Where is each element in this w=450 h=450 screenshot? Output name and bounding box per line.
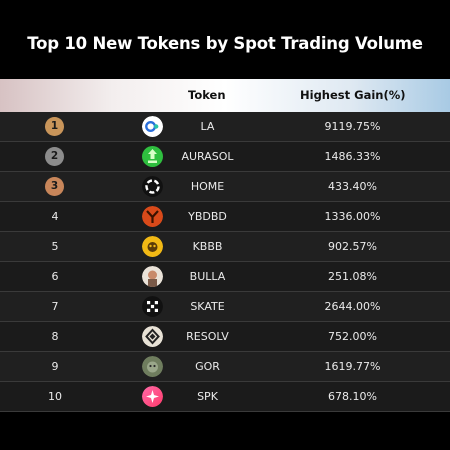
token-name: RESOLV: [186, 330, 229, 343]
header-highest-gain: Highest Gain(%): [300, 88, 406, 102]
table-row: 8 RESOLV 752.00%: [0, 322, 450, 352]
spk-token-icon: [142, 386, 163, 407]
highest-gain-value: 1486.33%: [324, 150, 381, 163]
header-token: Token: [188, 88, 226, 102]
table-row: 10 SPK 678.10%: [0, 382, 450, 412]
token-name: GOR: [195, 360, 220, 373]
table-row: 1 LA 9119.75%: [0, 112, 450, 142]
home-token-icon: [142, 176, 163, 197]
token-name: HOME: [190, 180, 225, 193]
rank-number: 8: [51, 330, 59, 343]
la-token-icon: [142, 116, 163, 137]
highest-gain-value: 902.57%: [328, 240, 377, 253]
token-name: BULLA: [189, 270, 226, 283]
token-name: LA: [200, 120, 215, 133]
table-row: 9 GOR 1619.77%: [0, 352, 450, 382]
highest-gain-value: 1336.00%: [324, 210, 381, 223]
table-row: 3 HOME 433.40%: [0, 172, 450, 202]
rank-number: 10: [48, 390, 62, 403]
bronze-medal-icon: 3: [45, 177, 64, 196]
rank-number: 5: [51, 240, 59, 253]
highest-gain-value: 752.00%: [328, 330, 377, 343]
rank-number: 4: [51, 210, 59, 223]
token-name: YBDBD: [188, 210, 227, 223]
resolv-token-icon: [142, 326, 163, 347]
kbbb-token-icon: [142, 236, 163, 257]
silver-medal-icon: 2: [45, 147, 64, 166]
highest-gain-value: 9119.75%: [324, 120, 381, 133]
gold-medal-icon: 1: [45, 117, 64, 136]
token-name: KBBB: [192, 240, 223, 253]
page-title: Top 10 New Tokens by Spot Trading Volume: [27, 34, 423, 53]
token-name: SKATE: [190, 300, 225, 313]
ybdbd-token-icon: [142, 206, 163, 227]
rank-number: 6: [51, 270, 59, 283]
aurasol-token-icon: [142, 146, 163, 167]
skate-token-icon: [142, 296, 163, 317]
rank-number: 9: [51, 360, 59, 373]
highest-gain-value: 433.40%: [328, 180, 377, 193]
highest-gain-value: 1619.77%: [324, 360, 381, 373]
table-row: 2 AURASOL 1486.33%: [0, 142, 450, 172]
table-row: 5 KBBB 902.57%: [0, 232, 450, 262]
token-name: AURASOL: [181, 150, 234, 163]
table-header: Token Highest Gain(%): [0, 79, 450, 112]
ranking-table: Token Highest Gain(%) 1 LA 9119.75% 2: [0, 79, 450, 412]
table-row: 6 BULLA 251.08%: [0, 262, 450, 292]
highest-gain-value: 251.08%: [328, 270, 377, 283]
highest-gain-value: 2644.00%: [324, 300, 381, 313]
table-row: 7 SKATE 2644.00%: [0, 292, 450, 322]
table-row: 4 YBDBD 1336.00%: [0, 202, 450, 232]
highest-gain-value: 678.10%: [328, 390, 377, 403]
rank-number: 7: [51, 300, 59, 313]
bulla-token-icon: [142, 266, 163, 287]
gor-token-icon: [142, 356, 163, 377]
token-name: SPK: [197, 390, 218, 403]
